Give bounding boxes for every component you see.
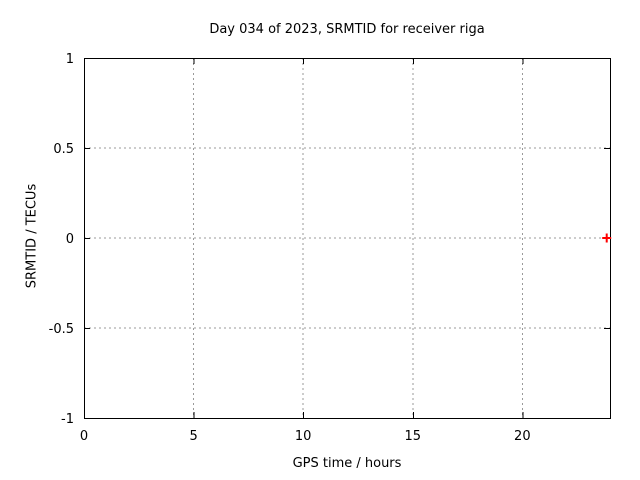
y-tick-label: 0.5 xyxy=(53,142,74,157)
x-tick-label: 0 xyxy=(80,429,88,444)
x-tick-label: 20 xyxy=(514,429,531,444)
y-tick-label: -0.5 xyxy=(49,322,74,337)
x-tick-label: 5 xyxy=(189,429,197,444)
y-tick-label: -1 xyxy=(61,412,74,427)
x-axis-title: GPS time / hours xyxy=(292,456,402,471)
y-tick-label: 1 xyxy=(66,52,74,67)
x-tick-label: 10 xyxy=(295,429,312,444)
x-tick-label: 15 xyxy=(404,429,421,444)
chart-title: Day 034 of 2023, SRMTID for receiver rig… xyxy=(209,22,485,37)
y-tick-label: 0 xyxy=(66,232,74,247)
plot-border xyxy=(84,58,611,419)
